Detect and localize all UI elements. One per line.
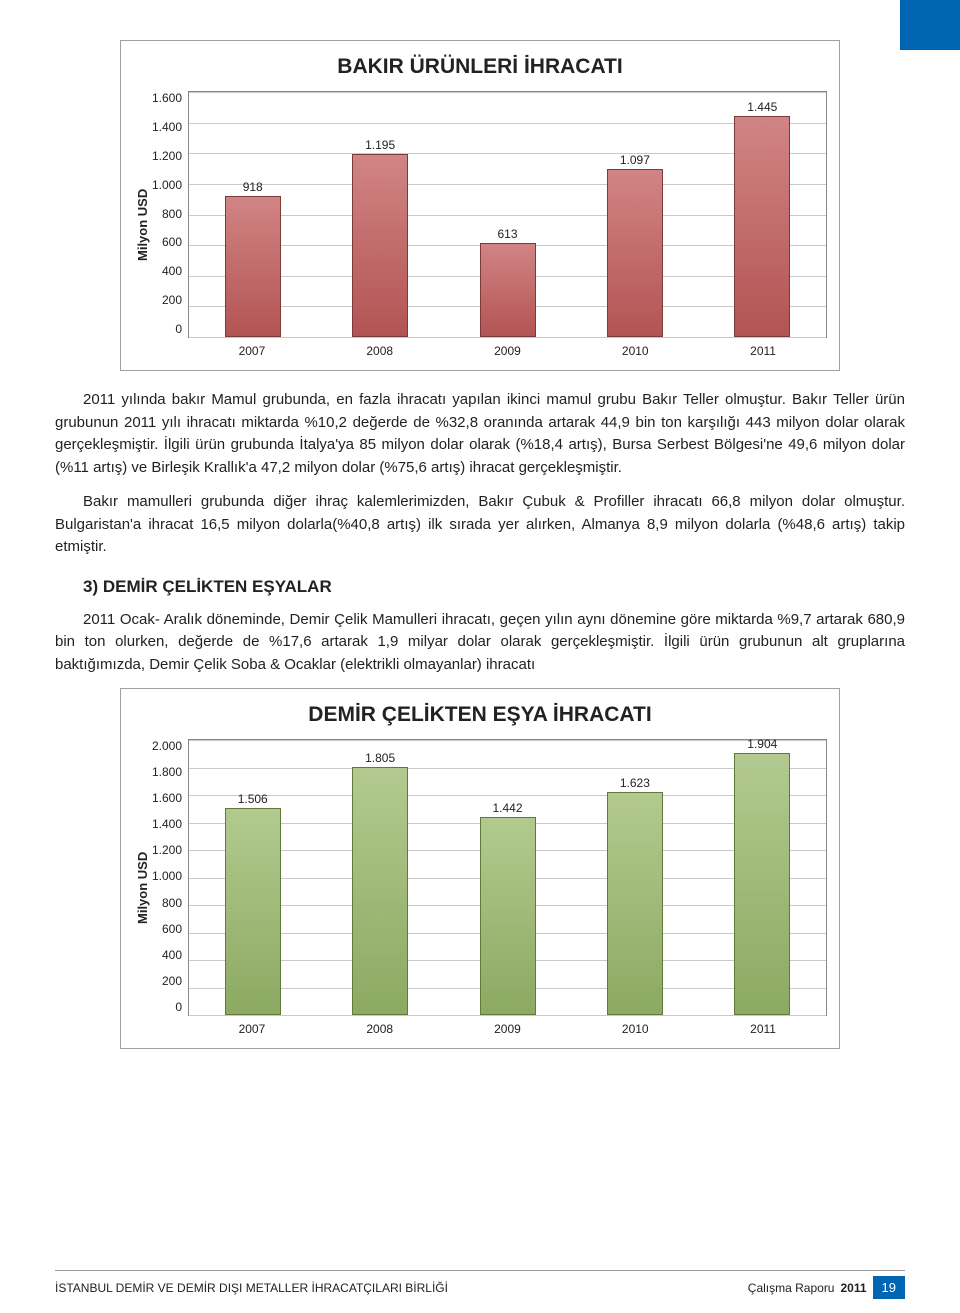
bar	[225, 808, 281, 1015]
chart2-plot: 1.506 1.805 1.442 1.623 1.904	[188, 739, 827, 1016]
xtick-label: 2009	[450, 344, 565, 358]
chart-bakir: BAKIR ÜRÜNLERİ İHRACATI Milyon USD 1.600…	[120, 40, 840, 371]
bar	[480, 243, 536, 337]
ytick-label: 1.200	[152, 149, 182, 163]
bar-value-label: 1.904	[747, 737, 777, 751]
xtick-label: 2010	[578, 344, 693, 358]
chart1-plot: 918 1.195 613 1.097 1.445	[188, 91, 827, 338]
corner-accent	[900, 0, 960, 50]
bar-group: 1.097	[578, 153, 693, 337]
chart2-xaxis: 2007 2008 2009 2010 2011	[188, 1022, 827, 1036]
ytick-label: 1.800	[152, 765, 182, 779]
ytick-label: 800	[162, 207, 182, 221]
page-number: 19	[873, 1276, 905, 1299]
chart2-yaxis: 2.000 1.800 1.600 1.400 1.200 1.000 800 600 400 2…	[152, 739, 188, 1014]
footer-report: Çalışma Raporu	[748, 1281, 835, 1295]
ytick-label: 1.000	[152, 869, 182, 883]
chart1-yaxis: 1.600 1.400 1.200 1.000 800 600 400 200 0	[152, 91, 188, 336]
footer-right: Çalışma Raporu 2011 19	[748, 1276, 905, 1299]
chart1-ylabel: Milyon USD	[133, 91, 152, 358]
ytick-label: 400	[162, 948, 182, 962]
heading-3: 3) DEMİR ÇELİKTEN EŞYALAR	[83, 577, 905, 597]
bar-value-label: 1.097	[620, 153, 650, 167]
ytick-label: 200	[162, 293, 182, 307]
bar	[607, 792, 663, 1015]
xtick-label: 2011	[706, 1022, 821, 1036]
bar-group: 1.445	[705, 100, 820, 337]
gridline	[189, 1015, 826, 1016]
footer: İSTANBUL DEMİR VE DEMİR DIŞI METALLER İH…	[55, 1270, 905, 1299]
bar	[734, 753, 790, 1015]
bar-value-label: 918	[243, 180, 263, 194]
bar	[607, 169, 663, 337]
xtick-label: 2007	[194, 344, 309, 358]
ytick-label: 0	[175, 1000, 182, 1014]
ytick-label: 600	[162, 922, 182, 936]
xtick-label: 2007	[194, 1022, 309, 1036]
bar-group: 613	[450, 227, 565, 337]
chart2-title: DEMİR ÇELİKTEN EŞYA İHRACATI	[133, 703, 827, 727]
chart2-ylabel: Milyon USD	[133, 739, 152, 1036]
bar	[225, 196, 281, 337]
chart1-title: BAKIR ÜRÜNLERİ İHRACATI	[133, 55, 827, 79]
bar-group: 1.195	[323, 138, 438, 337]
ytick-label: 1.600	[152, 791, 182, 805]
paragraph-1: 2011 yılında bakır Mamul grubunda, en fa…	[55, 389, 905, 479]
xtick-label: 2008	[322, 344, 437, 358]
xtick-label: 2011	[706, 344, 821, 358]
ytick-label: 1.000	[152, 178, 182, 192]
bar-value-label: 1.623	[620, 776, 650, 790]
bar-value-label: 1.195	[365, 138, 395, 152]
bar-value-label: 1.445	[747, 100, 777, 114]
bar-value-label: 1.442	[492, 801, 522, 815]
gridline	[189, 337, 826, 338]
bar-value-label: 613	[497, 227, 517, 241]
ytick-label: 0	[175, 322, 182, 336]
bar-group: 1.506	[195, 792, 310, 1015]
ytick-label: 1.600	[152, 91, 182, 105]
xtick-label: 2009	[450, 1022, 565, 1036]
ytick-label: 600	[162, 235, 182, 249]
paragraph-3: 2011 Ocak- Aralık döneminde, Demir Çelik…	[55, 609, 905, 677]
bar	[352, 154, 408, 337]
bar-group: 918	[195, 180, 310, 337]
ytick-label: 1.400	[152, 817, 182, 831]
xtick-label: 2010	[578, 1022, 693, 1036]
bar	[480, 817, 536, 1015]
bar-value-label: 1.506	[238, 792, 268, 806]
paragraph-2: Bakır mamulleri grubunda diğer ihraç kal…	[55, 491, 905, 559]
bar	[734, 116, 790, 337]
chart1-xaxis: 2007 2008 2009 2010 2011	[188, 344, 827, 358]
footer-year: 2011	[840, 1281, 866, 1295]
bar-value-label: 1.805	[365, 751, 395, 765]
chart-demir: DEMİR ÇELİKTEN EŞYA İHRACATI Milyon USD …	[120, 688, 840, 1049]
footer-left: İSTANBUL DEMİR VE DEMİR DIŞI METALLER İH…	[55, 1281, 448, 1295]
ytick-label: 800	[162, 896, 182, 910]
ytick-label: 1.400	[152, 120, 182, 134]
bar-group: 1.442	[450, 801, 565, 1015]
bar-group: 1.904	[705, 737, 820, 1015]
ytick-label: 400	[162, 264, 182, 278]
ytick-label: 2.000	[152, 739, 182, 753]
bar-group: 1.623	[578, 776, 693, 1015]
bar-group: 1.805	[323, 751, 438, 1015]
ytick-label: 1.200	[152, 843, 182, 857]
ytick-label: 200	[162, 974, 182, 988]
xtick-label: 2008	[322, 1022, 437, 1036]
bar	[352, 767, 408, 1015]
